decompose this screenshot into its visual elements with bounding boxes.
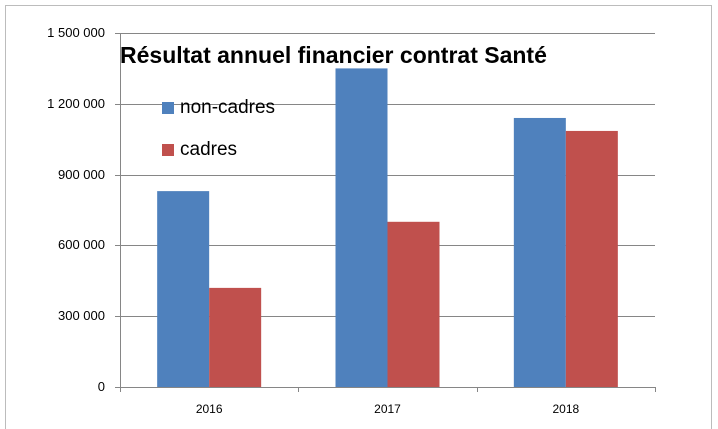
x-tick-label: 2016	[196, 402, 223, 416]
chart-title: Résultat annuel financier contrat Santé	[120, 42, 547, 68]
legend-label: cadres	[180, 139, 237, 160]
legend-label: non-cadres	[180, 97, 275, 118]
y-tick-label: 1 500 000	[47, 25, 105, 40]
x-tick-label: 2017	[374, 402, 401, 416]
bar	[157, 191, 210, 387]
y-tick-label: 1 200 000	[47, 96, 105, 111]
x-tick-label: 2018	[552, 402, 579, 416]
y-tick-label: 300 000	[58, 308, 105, 323]
legend-swatch	[162, 144, 174, 156]
bar	[209, 287, 262, 387]
bar	[387, 221, 440, 387]
chart-frame	[5, 5, 712, 429]
y-tick-label: 900 000	[58, 167, 105, 182]
y-tick-label: 0	[98, 379, 105, 394]
legend-swatch	[162, 102, 174, 114]
bar	[565, 130, 618, 387]
y-tick-label: 600 000	[58, 237, 105, 252]
bar	[335, 68, 388, 388]
bar	[513, 117, 566, 388]
